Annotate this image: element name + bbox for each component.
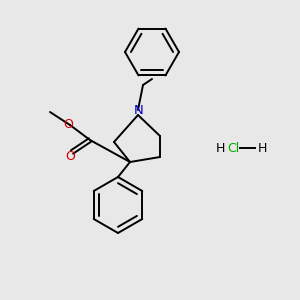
Text: O: O [65, 149, 75, 163]
Text: O: O [63, 118, 73, 130]
Text: Cl: Cl [227, 142, 239, 154]
Text: H: H [215, 142, 225, 154]
Text: H: H [257, 142, 267, 154]
Text: N: N [134, 104, 144, 118]
